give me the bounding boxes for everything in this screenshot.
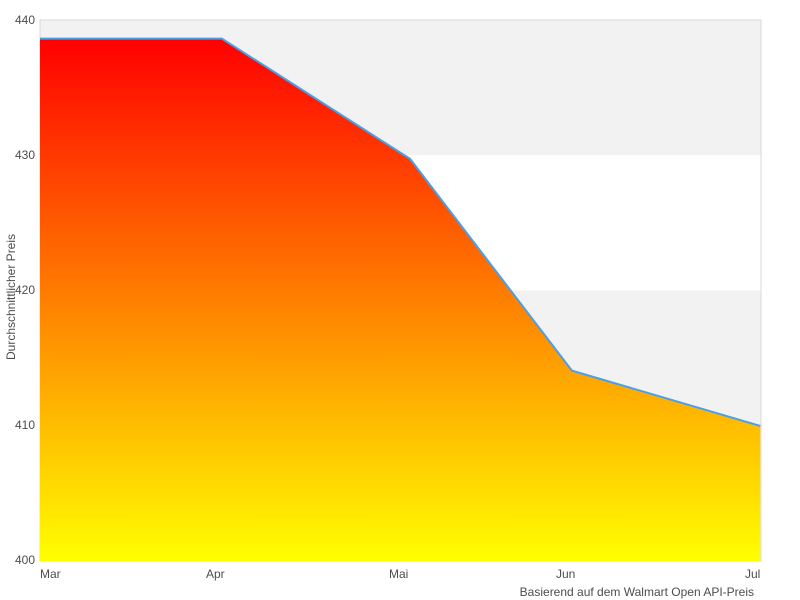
- svg-text:Jun: Jun: [556, 567, 575, 581]
- svg-text:410: 410: [15, 418, 35, 432]
- svg-text:440: 440: [15, 13, 35, 27]
- svg-text:420: 420: [15, 283, 35, 297]
- svg-text:Mar: Mar: [40, 567, 61, 581]
- svg-text:Jul: Jul: [745, 567, 760, 581]
- svg-text:Basierend auf dem Walmart Open: Basierend auf dem Walmart Open API-Preis: [520, 585, 754, 599]
- svg-text:Apr: Apr: [206, 567, 225, 581]
- svg-text:Durchschnittlicher Preis: Durchschnittlicher Preis: [4, 234, 18, 360]
- svg-text:Mai: Mai: [389, 567, 408, 581]
- svg-text:430: 430: [15, 148, 35, 162]
- svg-text:400: 400: [15, 553, 35, 567]
